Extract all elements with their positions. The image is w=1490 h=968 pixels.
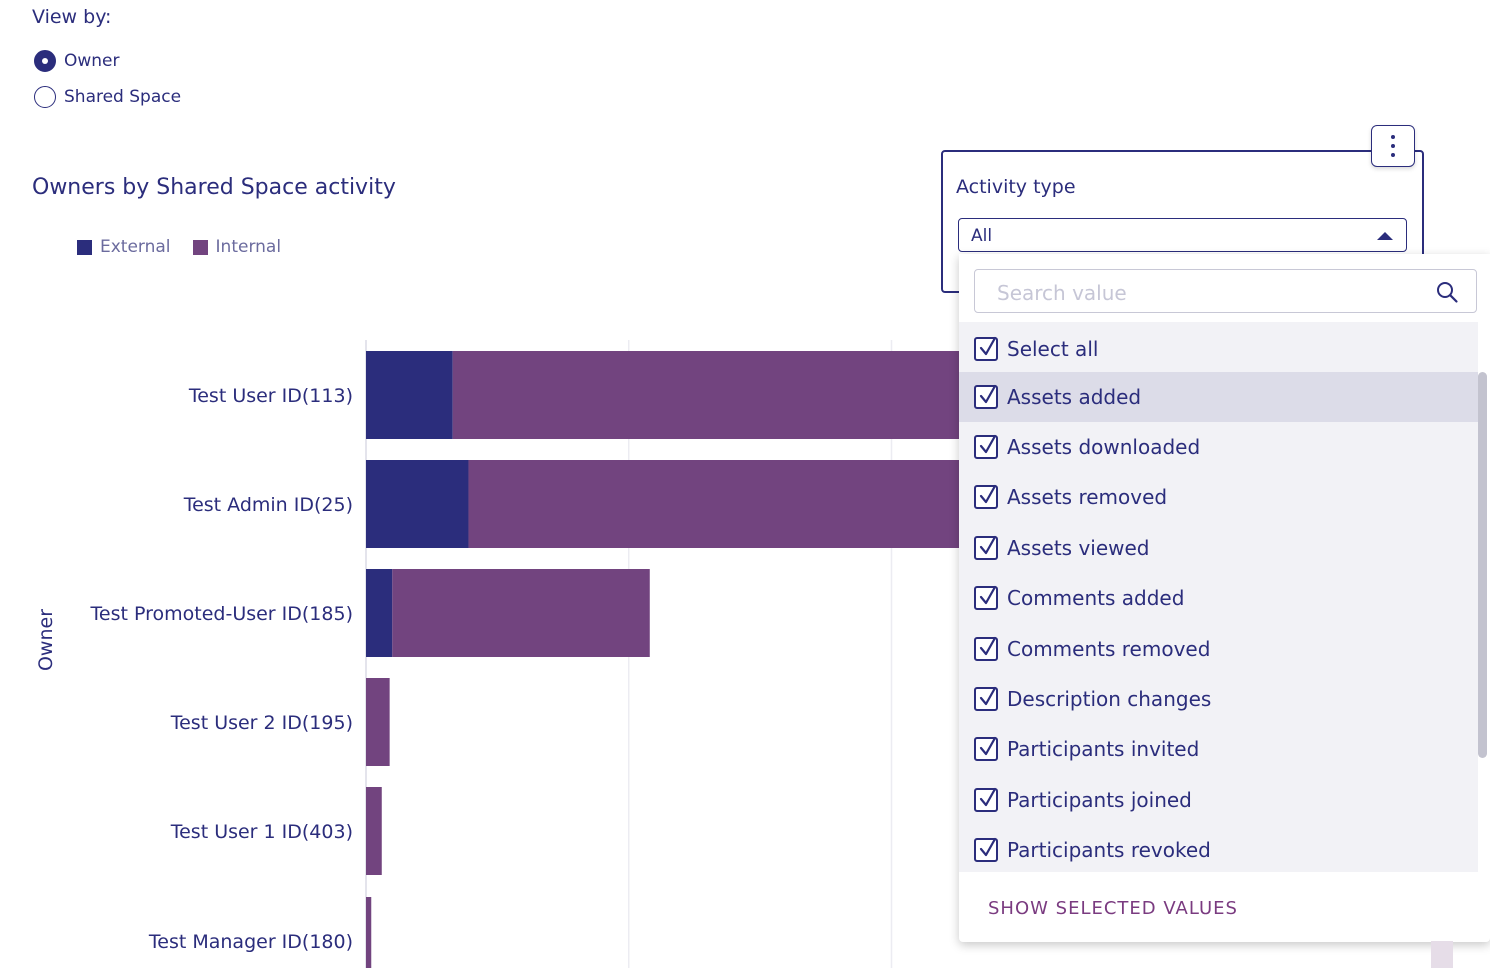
checkbox-checked-icon[interactable] — [974, 336, 998, 361]
bar-internal[interactable] — [366, 787, 382, 875]
hidden-bar-peek — [1431, 941, 1453, 968]
legend-label-internal: Internal — [215, 237, 282, 257]
y-tick-label: Test Manager ID(180) — [148, 931, 353, 953]
activity-type-select[interactable] — [958, 218, 1407, 252]
bar-internal[interactable] — [366, 897, 372, 968]
options-list: Select all Assets added Assets downloaded A… — [959, 322, 1478, 872]
option-item[interactable]: Assets added — [959, 372, 1478, 422]
show-selected-values-button[interactable]: SHOW SELECTED VALUES — [988, 898, 1238, 919]
checkbox-checked-icon[interactable] — [974, 585, 998, 610]
filter-label: Activity type — [956, 176, 1076, 198]
radio-shared-space-control[interactable] — [34, 86, 56, 108]
checkbox-checked-icon[interactable] — [974, 484, 998, 509]
option-label: Comments added — [1007, 586, 1185, 610]
checkbox-checked-icon[interactable] — [974, 636, 998, 661]
y-tick-label: Test User 1 ID(403) — [170, 821, 353, 843]
option-item[interactable]: Description changes — [959, 674, 1478, 724]
option-item[interactable]: Assets removed — [959, 472, 1478, 522]
more-vertical-icon[interactable] — [1371, 125, 1415, 167]
view-by-title: View by: — [32, 6, 112, 28]
y-tick-label: Test User 2 ID(195) — [170, 712, 353, 734]
legend-item-external: External — [77, 237, 171, 257]
checkbox-checked-icon[interactable] — [974, 736, 998, 761]
checkbox-checked-icon[interactable] — [974, 837, 998, 862]
checkbox-checked-icon[interactable] — [974, 787, 998, 812]
option-select-all[interactable]: Select all — [959, 324, 1478, 374]
caret-up-icon[interactable] — [1377, 232, 1393, 240]
legend-item-internal: Internal — [192, 237, 282, 257]
bar-internal[interactable] — [468, 460, 960, 548]
y-tick-label: Test User ID(113) — [188, 385, 353, 407]
select-value: All — [971, 226, 993, 246]
bar-chart: Owner Test User ID(113) Test Admin ID(25) T… — [35, 340, 960, 968]
option-item[interactable]: Assets downloaded — [959, 422, 1478, 472]
option-label: Comments removed — [1007, 637, 1211, 661]
checkbox-checked-icon[interactable] — [974, 434, 998, 459]
option-label: Assets removed — [1007, 485, 1168, 509]
bar-internal[interactable] — [452, 351, 960, 439]
radio-shared-space[interactable]: Shared Space — [34, 86, 181, 108]
option-label: Assets added — [1007, 385, 1142, 409]
search-box — [974, 269, 1477, 313]
option-item[interactable]: Participants revoked — [959, 825, 1478, 875]
option-item[interactable]: Participants joined — [959, 775, 1478, 825]
option-label: Select all — [1007, 337, 1099, 361]
option-item[interactable]: Assets viewed — [959, 523, 1478, 573]
checkbox-checked-icon[interactable] — [974, 535, 998, 560]
option-label: Participants revoked — [1007, 838, 1211, 862]
search-input[interactable] — [995, 279, 1419, 307]
option-label: Participants invited — [1007, 737, 1200, 761]
radio-shared-space-label: Shared Space — [64, 87, 182, 107]
radio-owner[interactable]: Owner — [34, 50, 120, 72]
option-item[interactable]: Comments removed — [959, 624, 1478, 674]
bar-internal[interactable] — [366, 678, 390, 766]
legend-swatch-internal — [192, 239, 208, 255]
bar-external[interactable] — [366, 351, 453, 439]
legend-swatch-external — [77, 239, 92, 255]
options-scrollbar-thumb[interactable] — [1478, 372, 1487, 758]
option-label: Assets downloaded — [1007, 435, 1201, 459]
legend-label-external: External — [100, 237, 171, 257]
option-label: Description changes — [1007, 687, 1212, 711]
bar-internal[interactable] — [392, 569, 650, 657]
activity-type-dropdown: Select all Assets added Assets downloaded A… — [959, 254, 1490, 942]
chart-legend: External Internal — [77, 237, 303, 257]
option-label: Assets viewed — [1007, 536, 1150, 560]
checkbox-checked-icon[interactable] — [974, 384, 998, 409]
option-item[interactable]: Comments added — [959, 573, 1478, 623]
bar-external[interactable] — [366, 460, 469, 548]
chart-title: Owners by Shared Space activity — [32, 175, 396, 200]
option-item[interactable]: Participants invited — [959, 724, 1478, 774]
y-axis-title: Owner — [35, 609, 57, 671]
option-label: Participants joined — [1007, 788, 1192, 812]
y-tick-label: Test Admin ID(25) — [183, 494, 353, 516]
bar-external[interactable] — [366, 569, 393, 657]
radio-owner-label: Owner — [64, 51, 120, 71]
radio-owner-control[interactable] — [34, 50, 56, 72]
search-icon[interactable] — [1435, 280, 1459, 304]
y-tick-label: Test Promoted-User ID(185) — [90, 603, 353, 625]
checkbox-checked-icon[interactable] — [974, 686, 998, 711]
